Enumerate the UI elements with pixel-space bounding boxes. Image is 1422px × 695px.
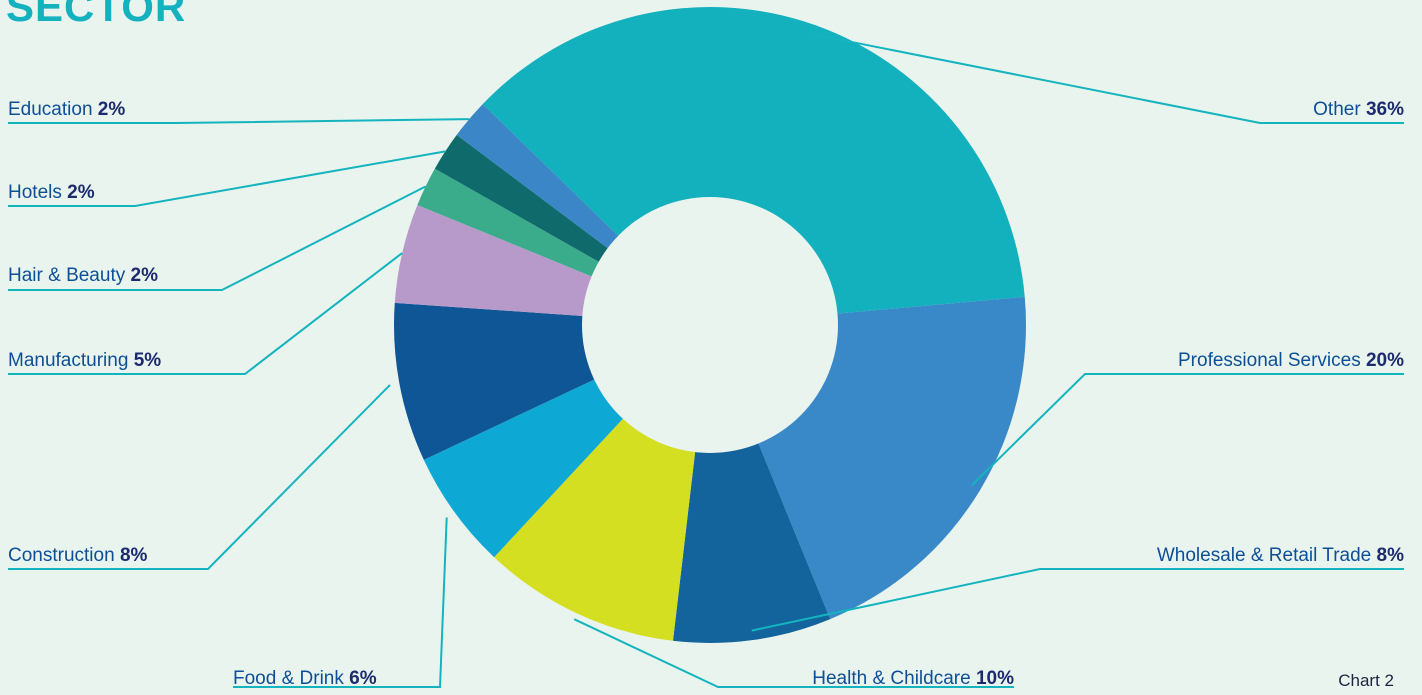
label-food-and-drink: Food & Drink 6%	[233, 668, 377, 689]
label-health-and-childcare: Health & Childcare 10%	[812, 668, 1014, 689]
leader-professional-services	[971, 373, 1404, 486]
label-value-food-and-drink: 6%	[349, 668, 377, 689]
label-value-professional-services: 20%	[1366, 350, 1404, 371]
label-value-hotels: 2%	[67, 182, 95, 203]
chart-title: SECTOR	[6, 0, 187, 30]
label-value-hair-and-beauty: 2%	[131, 265, 159, 286]
leader-construction	[8, 384, 391, 570]
leader-hair-and-beauty	[8, 185, 426, 291]
label-value-health-and-childcare: 10%	[976, 668, 1014, 689]
slice-labels: Other 36% Professional Services 20% Wholes…	[8, 99, 1404, 689]
leader-manufacturing	[8, 252, 403, 375]
label-name-health-and-childcare: Health & Childcare	[812, 668, 976, 689]
leader-other	[811, 33, 1404, 124]
label-name-hair-and-beauty: Hair & Beauty	[8, 265, 131, 286]
label-name-food-and-drink: Food & Drink	[233, 668, 349, 689]
label-hotels: Hotels 2%	[8, 182, 95, 203]
label-name-construction: Construction	[8, 545, 120, 566]
leader-lines	[8, 33, 1404, 688]
label-name-manufacturing: Manufacturing	[8, 350, 134, 371]
donut-hole	[582, 197, 838, 453]
label-value-education: 2%	[98, 99, 126, 120]
label-manufacturing: Manufacturing 5%	[8, 350, 161, 371]
label-wholesale-and-retail-trade: Wholesale & Retail Trade 8%	[1157, 545, 1404, 566]
label-value-wholesale-and-retail-trade: 8%	[1377, 545, 1405, 566]
label-construction: Construction 8%	[8, 545, 148, 566]
label-name-hotels: Hotels	[8, 182, 67, 203]
label-professional-services: Professional Services 20%	[1178, 350, 1404, 371]
chart-caption: Chart 2	[1338, 671, 1394, 690]
leader-education	[8, 118, 470, 124]
label-education: Education 2%	[8, 99, 125, 120]
label-value-other: 36%	[1366, 99, 1404, 120]
leader-food-and-drink	[233, 517, 448, 688]
label-hair-and-beauty: Hair & Beauty 2%	[8, 265, 158, 286]
leader-hotels	[8, 150, 446, 207]
label-other: Other 36%	[1313, 99, 1404, 120]
label-value-manufacturing: 5%	[134, 350, 162, 371]
label-name-wholesale-and-retail-trade: Wholesale & Retail Trade	[1157, 545, 1377, 566]
slice-other	[482, 7, 1025, 326]
leader-wholesale-and-retail-trade	[751, 568, 1404, 632]
label-name-education: Education	[8, 99, 98, 120]
label-value-construction: 8%	[120, 545, 148, 566]
label-name-professional-services: Professional Services	[1178, 350, 1366, 371]
leader-health-and-childcare	[573, 618, 1014, 688]
label-name-other: Other	[1313, 99, 1366, 120]
